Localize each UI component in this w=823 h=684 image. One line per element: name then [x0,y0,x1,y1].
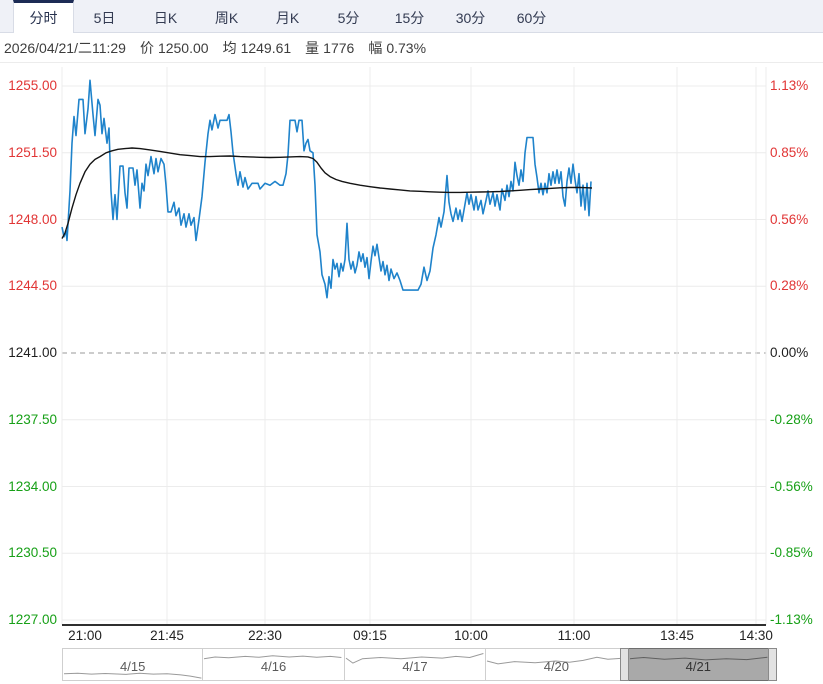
nav-day-sparkline [629,656,768,661]
price-label: 价 [139,39,154,56]
nav-day-4-17[interactable]: 4/17 [344,648,487,681]
nav-day-label: 4/16 [260,659,287,674]
price-axis-label: 1227.00 [8,612,57,627]
percent-axis-label: -0.28% [770,411,813,427]
nav-day-4-21[interactable]: 4/21 [619,648,777,681]
range-label: 幅 [368,39,383,56]
price-axis-label: 1234.00 [8,478,57,494]
time-axis-label: 22:30 [248,628,282,643]
nav-range-handle-left[interactable] [619,648,629,681]
nav-day-sparkline [487,656,625,665]
price-axis-label: 1244.50 [8,278,57,294]
date-navigator: 4/15 4/16 4/17 4/20 4/21 [0,647,823,682]
price-axis-label: 1241.00 [8,345,57,360]
average-line [61,147,593,239]
percent-axis-label: 0.56% [770,211,809,227]
quote-datetime: 2026/04/21/二11:29 [4,39,126,56]
tab-30min[interactable]: 30分 [455,10,486,26]
tab-15min[interactable]: 15分 [394,10,425,26]
avg-value: 1249.61 [240,39,292,56]
nav-day-label: 4/20 [543,659,570,674]
time-axis-label: 14:30 [739,628,773,643]
price-axis-label: 1237.50 [8,411,57,427]
price-axis-label: 1248.00 [8,211,57,227]
quote-range: 幅 0.73% [368,38,426,58]
nav-day-sparkline [204,655,342,660]
quote-infobar: 2026/04/21/二11:29 价 1250.00 均 1249.61 量 177… [0,33,823,63]
tab-60min[interactable]: 60分 [516,10,547,26]
percent-axis-label: -0.56% [770,478,813,494]
tab-weekly-k[interactable]: 周K [214,10,239,26]
time-axis-label: 11:00 [557,628,591,643]
tab-5min[interactable]: 5分 [337,10,360,26]
tab-daily-k[interactable]: 日K [153,10,178,26]
quote-price: 价 1250.00 [140,38,209,58]
tab-5day[interactable]: 5日 [93,10,116,26]
nav-day-label: 4/21 [685,659,711,674]
volume-label: 量 [305,39,320,56]
percent-axis-label: 1.13% [770,78,809,93]
tab-monthly-k[interactable]: 月K [275,10,300,26]
percent-axis-label: 0.85% [770,144,809,160]
nav-range-handle-right[interactable] [767,648,777,681]
nav-day-sparkline [63,672,202,679]
percent-axis-label: 0.28% [770,278,809,294]
nav-day-label: 4/17 [402,659,428,674]
range-value: 0.73% [386,39,427,56]
price-line [61,79,592,299]
price-value: 1250.00 [157,39,209,56]
nav-day-4-16[interactable]: 4/16 [203,648,345,681]
nav-day-label: 4/15 [120,659,146,674]
quote-average: 均 1249.61 [223,38,292,58]
time-axis-label: 13:45 [660,628,694,643]
minute-chart: 1255.00 1251.50 1248.00 1244.50 1241.00 1237.… [0,63,823,647]
time-axis-label: 09:15 [353,628,387,643]
price-axis-label: 1230.50 [8,545,57,561]
minute-chart-plot[interactable] [0,63,823,626]
time-axis-label: 10:00 [454,628,488,643]
price-axis-label: 1255.00 [8,78,57,93]
nav-day-4-20[interactable]: 4/20 [486,648,628,681]
quote-volume: 量 1776 [305,38,354,58]
nav-day-sparkline [345,653,484,664]
price-axis-label: 1251.50 [8,144,57,160]
time-axis-label: 21:00 [68,628,102,643]
tab-minute[interactable]: 分时 [13,0,74,33]
percent-axis-label: -1.13% [770,612,813,627]
volume-value: 1776 [323,39,355,56]
nav-day-4-15[interactable]: 4/15 [62,648,204,681]
avg-label: 均 [222,39,237,56]
time-axis-label: 21:45 [150,628,184,643]
percent-axis-label: -0.85% [770,545,813,561]
percent-axis-label: 0.00% [770,345,809,360]
period-tabbar: 分时 5日 日K 周K 月K 5分 15分 30分 60分 [0,0,823,33]
